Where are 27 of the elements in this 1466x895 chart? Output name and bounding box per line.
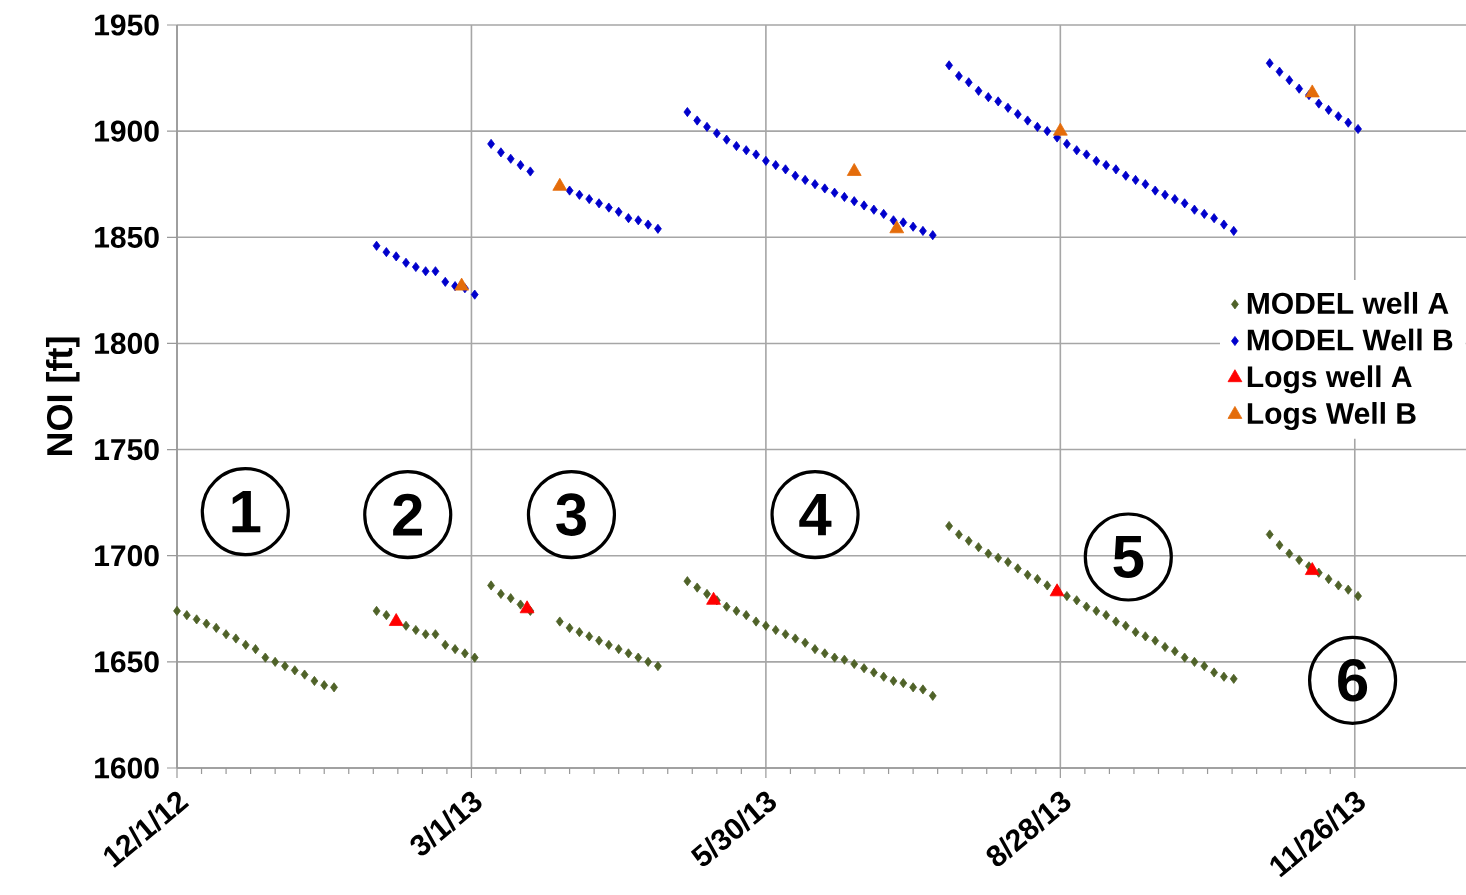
y-tick-label: 1900 [95,120,159,142]
annotation: 4 [799,493,832,536]
point [706,591,721,605]
point [846,163,862,176]
point [552,177,568,191]
point [388,613,404,626]
annotation: 2 [393,493,423,536]
point [1049,583,1065,597]
y-tick-label: 1650 [95,651,159,673]
y-tick-label: 1950 [95,14,159,36]
legend-label: Logs Well B [1247,402,1416,431]
point [1053,122,1068,136]
y-tick-label: 1800 [95,332,159,355]
legend-label: Logs well A [1247,365,1412,394]
legend-label: MODEL Well B [1247,328,1453,351]
y-tick-label: 1750 [95,438,159,461]
annotation: 3 [556,493,586,536]
annotation: 6 [1338,659,1368,702]
y-axis-title: NOI [ft] [45,337,80,456]
point [1304,84,1320,98]
point [1304,562,1320,575]
y-tick-label: 1700 [95,545,159,567]
legend-label: MODEL well A [1247,291,1449,314]
y-tick-label: 1600 [95,757,159,779]
annotation: 1 [232,491,261,533]
y-tick-label: 1850 [95,226,159,248]
annotation: 5 [1113,536,1144,578]
